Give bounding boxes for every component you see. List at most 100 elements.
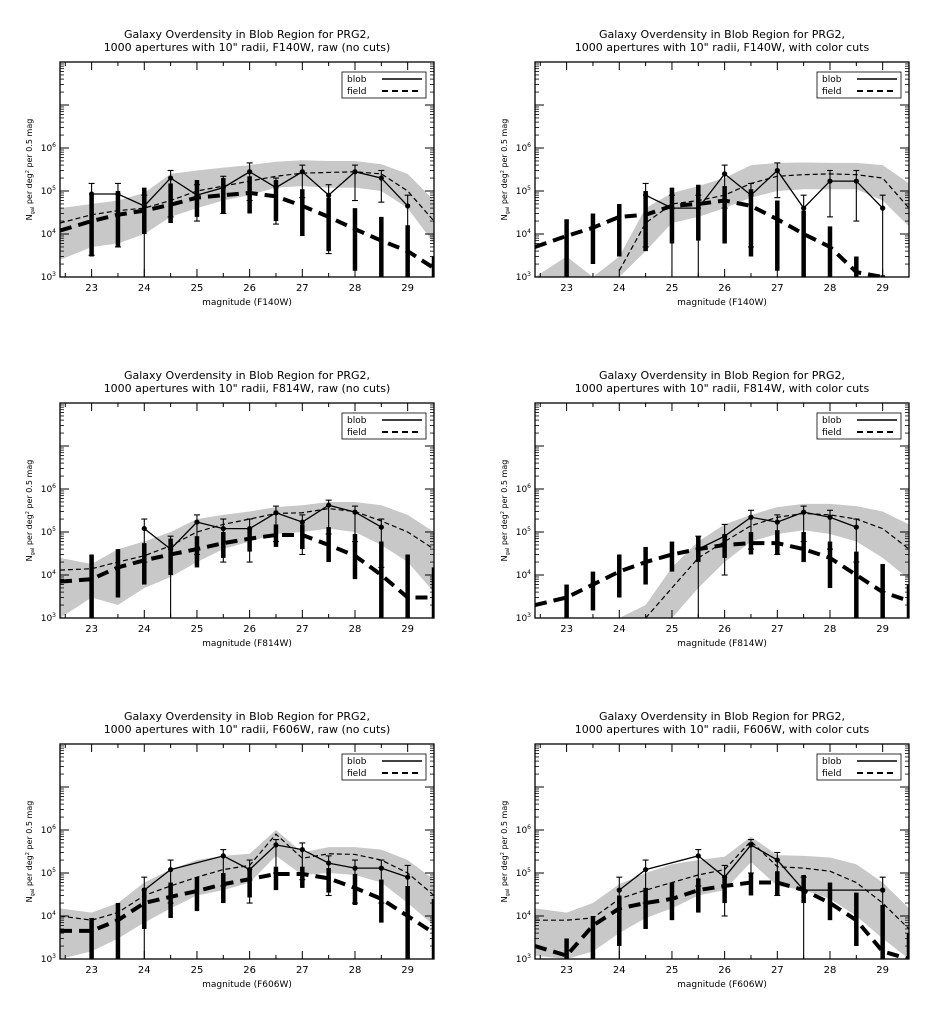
y-axis-label: Ngal per deg2 per 0.5 mag — [25, 801, 36, 903]
chart-title: Galaxy Overdensity in Blob Region for PR… — [124, 710, 370, 723]
plot-frame — [534, 743, 910, 960]
y-tick-label: 105 — [516, 185, 531, 197]
legend-label-field: field — [822, 769, 841, 779]
y-tick-label: 104 — [41, 569, 56, 581]
blob-point — [220, 184, 226, 191]
plot-frame — [59, 402, 435, 619]
blob-line — [143, 504, 382, 550]
x-tick-label: 23 — [560, 965, 573, 976]
blob-point — [220, 525, 226, 532]
chart-subtitle: 1000 apertures with 10" radii, F140W, wi… — [575, 41, 870, 54]
plot-area — [60, 160, 434, 277]
x-tick-label: 26 — [718, 283, 731, 294]
blob-point — [326, 502, 332, 508]
field-dispersion-band — [619, 503, 909, 618]
blob-point — [616, 887, 622, 893]
blob-point — [748, 842, 754, 848]
blob-point — [247, 525, 253, 532]
x-tick-label: 26 — [718, 965, 731, 976]
blob-point — [378, 865, 384, 871]
chart-panel: 23 24 25 26 27 28 29 103 104 105 106 Galaxy Overden… — [500, 28, 910, 308]
x-tick-label: 28 — [349, 624, 362, 635]
blob-point — [722, 533, 728, 539]
blob-point — [352, 169, 358, 175]
chart-panel: 23 24 25 26 27 28 29 103 104 105 106 Galaxy Overden… — [25, 710, 435, 990]
plot-frame — [59, 743, 435, 960]
y-tick-label: 105 — [516, 867, 531, 879]
blob-point — [801, 205, 807, 211]
y-tick-label: 106 — [516, 142, 531, 154]
chart-title: Galaxy Overdensity in Blob Region for PR… — [124, 369, 370, 382]
blob-point — [405, 874, 411, 880]
x-tick-label: 26 — [718, 624, 731, 635]
x-tick-label: 26 — [243, 624, 256, 635]
chart-title: Galaxy Overdensity in Blob Region for PR… — [599, 369, 845, 382]
x-tick-label: 26 — [243, 965, 256, 976]
x-tick-label: 24 — [138, 283, 151, 294]
chart-subtitle: 1000 apertures with 10" radii, F140W, ra… — [104, 41, 391, 54]
field-dispersion-band — [60, 830, 434, 959]
plot-area — [535, 162, 909, 277]
x-tick-label: 27 — [296, 965, 309, 976]
chart-panel: 23 24 25 26 27 28 29 103 104 105 106 Galaxy Overden… — [500, 710, 910, 990]
x-tick-label: 29 — [876, 283, 889, 294]
chart-subtitle: 1000 apertures with 10" radii, F814W, ra… — [104, 382, 391, 395]
x-tick-label: 23 — [85, 965, 98, 976]
blob-point — [748, 514, 754, 520]
x-tick-label: 25 — [191, 965, 204, 976]
blob-point — [141, 887, 147, 893]
blob-point — [352, 865, 358, 871]
legend-label-blob: blob — [822, 416, 842, 426]
y-tick-label: 104 — [516, 228, 531, 240]
x-tick-label: 27 — [771, 624, 784, 635]
blob-point — [774, 167, 780, 174]
legend-label-blob: blob — [347, 75, 367, 85]
legend-label-blob: blob — [347, 416, 367, 426]
x-tick-label: 23 — [560, 283, 573, 294]
x-tick-label: 23 — [560, 624, 573, 635]
y-tick-label: 106 — [41, 824, 56, 836]
blob-point — [115, 191, 121, 197]
blob-point — [299, 169, 305, 175]
plot-area — [60, 499, 434, 618]
blob-mean-line — [535, 198, 884, 277]
y-tick-label: 104 — [516, 910, 531, 922]
blob-point — [669, 205, 675, 211]
y-tick-label: 106 — [41, 142, 56, 154]
x-tick-label: 29 — [876, 965, 889, 976]
plot-frame — [59, 61, 435, 278]
blob-point — [378, 524, 384, 530]
blob-point — [801, 509, 807, 515]
x-tick-label: 28 — [349, 965, 362, 976]
blob-point — [774, 519, 780, 525]
x-axis-label: magnitude (F814W) — [677, 639, 767, 649]
chart-panel: 23 24 25 26 27 28 29 103 104 105 106 Galaxy Overden… — [25, 28, 435, 308]
plot-area — [535, 836, 909, 959]
chart-panel: 23 24 25 26 27 28 29 103 104 105 106 Galaxy Overden… — [500, 369, 910, 649]
y-tick-label: 103 — [516, 953, 531, 965]
x-tick-label: 27 — [771, 283, 784, 294]
y-tick-label: 105 — [41, 867, 56, 879]
legend-label-field: field — [347, 428, 366, 438]
x-tick-label: 29 — [401, 624, 414, 635]
x-tick-label: 27 — [296, 624, 309, 635]
x-tick-label: 24 — [613, 624, 626, 635]
y-axis-label: Ngal per deg2 per 0.5 mag — [25, 119, 36, 221]
blob-point — [168, 546, 174, 552]
field-line — [60, 507, 434, 571]
x-tick-label: 23 — [85, 283, 98, 294]
chart-panel: 23 24 25 26 27 28 29 103 104 105 106 Galaxy Overden… — [25, 369, 435, 649]
y-tick-label: 105 — [41, 526, 56, 538]
plot-frame — [534, 402, 910, 619]
blob-point — [880, 205, 886, 211]
legend-box — [816, 412, 902, 440]
blob-point — [378, 175, 384, 181]
blob-point — [326, 860, 332, 866]
x-tick-label: 25 — [666, 965, 679, 976]
y-axis-label: Ngal per deg2 per 0.5 mag — [25, 460, 36, 562]
legend-box — [816, 71, 902, 99]
y-tick-label: 103 — [516, 612, 531, 624]
x-tick-label: 23 — [85, 624, 98, 635]
blob-point — [722, 171, 728, 177]
legend-label-field: field — [822, 428, 841, 438]
